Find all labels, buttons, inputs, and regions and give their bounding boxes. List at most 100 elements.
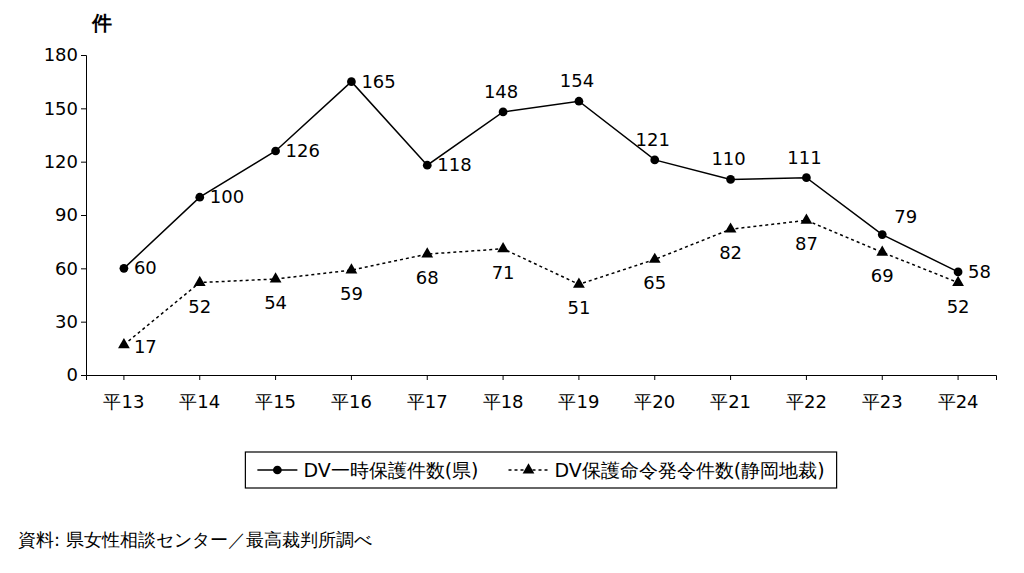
x-tick: 平16 [331, 375, 372, 412]
y-tick: 0 [67, 364, 86, 385]
data-point [120, 264, 129, 273]
x-axis-line [87, 376, 997, 381]
x-tick: 平20 [634, 375, 675, 412]
y-tick: 30 [55, 311, 86, 332]
data-label: 69 [871, 265, 894, 286]
data-label: 148 [484, 81, 518, 102]
data-label: 165 [361, 71, 395, 92]
data-point [801, 214, 813, 224]
data-label: 79 [894, 206, 917, 227]
data-label: 126 [286, 140, 320, 161]
x-tick-label: 平13 [103, 391, 144, 412]
y-tick-label: 90 [55, 204, 78, 225]
x-tick-label: 平17 [407, 391, 448, 412]
x-tick: 平17 [407, 375, 448, 412]
data-label: 59 [340, 283, 363, 304]
data-label: 52 [188, 296, 211, 317]
legend-marker [523, 463, 535, 473]
y-tick-label: 180 [44, 44, 78, 65]
x-tick-mark [882, 375, 883, 380]
data-label: 58 [968, 261, 991, 282]
y-tick-label: 120 [44, 151, 78, 172]
data-label: 54 [264, 292, 287, 313]
x-axis: 平13 平14 平15 平16 平17 平18 平19 平20 平21 平22 平23 平24 [87, 375, 997, 412]
legend: DV一時保護件数(県) DV保護命令発令件数(静岡地裁) [245, 452, 836, 488]
data-label: 71 [492, 262, 515, 283]
x-tick-mark [123, 375, 124, 380]
x-tick: 平18 [483, 375, 524, 412]
y-tick: 180 [44, 44, 86, 65]
x-tick-label: 平24 [938, 391, 979, 412]
x-tick-mark [199, 375, 200, 380]
data-label: 60 [134, 257, 157, 278]
plot-area [118, 77, 964, 348]
data-label: 17 [134, 336, 157, 357]
x-tick-label: 平19 [558, 391, 599, 412]
data-labels: 6010012616511814815412111011179581752545… [134, 70, 991, 357]
x-tick: 平22 [786, 375, 827, 412]
data-label: 65 [643, 272, 666, 293]
x-tick: 平19 [558, 375, 599, 412]
legend-marker [273, 466, 282, 475]
data-point [726, 175, 735, 184]
data-label: 82 [719, 242, 742, 263]
x-tick: 平14 [179, 375, 220, 412]
x-tick-mark [958, 375, 959, 380]
data-label: 121 [636, 129, 670, 150]
legend-item: DV保護命令発令件数(静岡地裁) [509, 459, 825, 481]
x-tick: 平21 [710, 375, 751, 412]
y-tick-label: 30 [55, 311, 78, 332]
y-tick-mark [81, 162, 86, 163]
y-tick-mark [81, 215, 86, 216]
y-tick-mark [81, 268, 86, 269]
data-point [347, 77, 356, 86]
data-point [271, 147, 280, 156]
data-point [118, 338, 130, 348]
x-tick-mark [730, 375, 731, 380]
data-point [649, 253, 661, 263]
x-tick: 平13 [103, 375, 144, 412]
data-point [876, 246, 888, 256]
data-point [499, 108, 508, 117]
source-note: 資料: 県女性相談センター／最高裁判所調べ [18, 529, 372, 550]
y-axis-line [81, 56, 87, 376]
y-tick: 120 [44, 151, 86, 172]
x-tick-mark [578, 375, 579, 380]
data-point [575, 97, 584, 106]
data-label: 111 [787, 147, 821, 168]
x-tick: 平23 [862, 375, 903, 412]
legend-label: DV一時保護件数(県) [303, 459, 478, 481]
y-tick: 150 [44, 98, 86, 119]
y-tick-label: 60 [55, 258, 78, 279]
data-point [802, 173, 811, 182]
data-label: 87 [795, 233, 818, 254]
series-line [124, 82, 958, 272]
data-label: 118 [437, 154, 471, 175]
data-label: 68 [416, 267, 439, 288]
data-label: 100 [210, 186, 244, 207]
y-axis-title: 件 [91, 11, 112, 35]
legend-label: DV保護命令発令件数(静岡地裁) [555, 459, 825, 481]
x-tick: 平15 [255, 375, 296, 412]
y-tick-mark [81, 322, 86, 323]
series-line [124, 220, 958, 344]
data-point [195, 193, 204, 202]
data-point [270, 272, 282, 282]
x-tick-label: 平21 [710, 391, 751, 412]
data-label: 51 [567, 297, 590, 318]
x-tick-label: 平18 [483, 391, 524, 412]
legend-box [245, 452, 836, 488]
x-tick-label: 平15 [255, 391, 296, 412]
y-tick-mark [81, 375, 86, 376]
y-axis: 0 30 60 90 120 150 180 [44, 44, 87, 385]
y-tick: 60 [55, 258, 86, 279]
data-label: 110 [711, 148, 745, 169]
chart: 0 30 60 90 120 150 180 平13 平14 平15 平16 平17 平18 平19 平20… [0, 0, 1024, 573]
x-tick-label: 平14 [179, 391, 220, 412]
x-tick-mark [275, 375, 276, 380]
legend-item: DV一時保護件数(県) [257, 459, 478, 481]
x-tick-label: 平23 [862, 391, 903, 412]
data-point [421, 247, 433, 257]
data-point [878, 230, 887, 239]
data-point [194, 276, 206, 286]
